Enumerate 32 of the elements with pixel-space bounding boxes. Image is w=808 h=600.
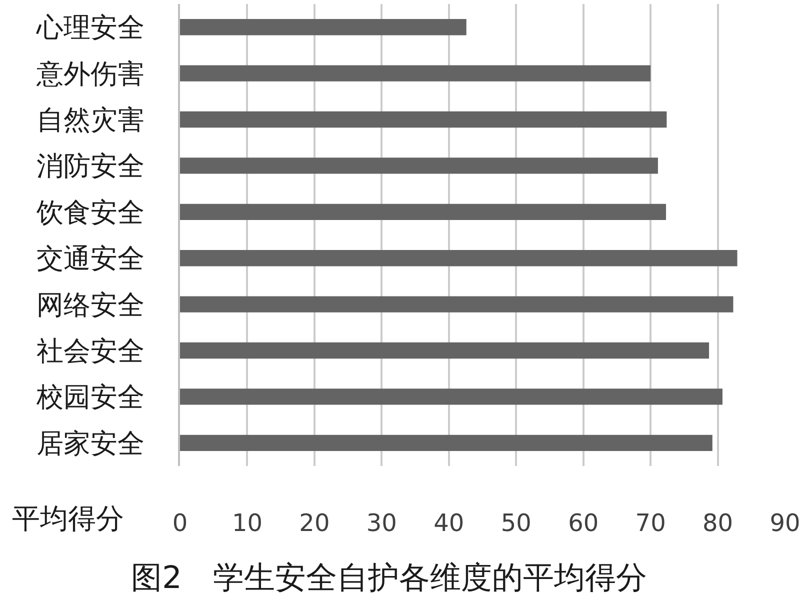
bar <box>180 111 667 128</box>
x-tick-label: 40 <box>434 509 464 537</box>
x-tick-label: 50 <box>500 509 532 537</box>
x-tick-label: 60 <box>568 509 599 537</box>
bar <box>180 434 712 451</box>
y-tick-label: 网络安全 <box>36 290 145 321</box>
y-tick-label: 交通安全 <box>36 244 145 275</box>
x-tick-label: 80 <box>702 509 734 537</box>
x-tick-label: 30 <box>366 509 397 537</box>
x-tick-label: 20 <box>299 509 330 537</box>
bar <box>180 250 738 266</box>
bar <box>180 342 710 359</box>
bar <box>180 204 666 220</box>
y-tick-label: 饮食安全 <box>36 197 145 228</box>
y-tick-label: 消防安全 <box>36 151 145 182</box>
x-tick-label: 0 <box>172 509 188 537</box>
y-tick-label: 社会安全 <box>36 336 145 367</box>
bar <box>180 65 651 82</box>
bar <box>180 388 722 405</box>
x-axis-title: 平均得分 <box>12 502 124 535</box>
y-tick-label: 自然灾害 <box>36 104 145 136</box>
bar <box>180 296 734 312</box>
x-tick-label: 70 <box>635 509 666 537</box>
y-tick-label: 意外伤害 <box>36 58 145 90</box>
bar <box>180 158 658 174</box>
y-tick-label: 校园安全 <box>36 382 145 414</box>
x-tick-label: 90 <box>770 509 800 537</box>
bar <box>180 19 466 36</box>
x-tick-label: 10 <box>232 509 262 537</box>
text: 图2 学生安全自护各维度的平均得分 <box>131 560 647 596</box>
y-tick-label: 居家安全 <box>36 428 145 460</box>
y-tick-label: 心理安全 <box>36 12 145 44</box>
